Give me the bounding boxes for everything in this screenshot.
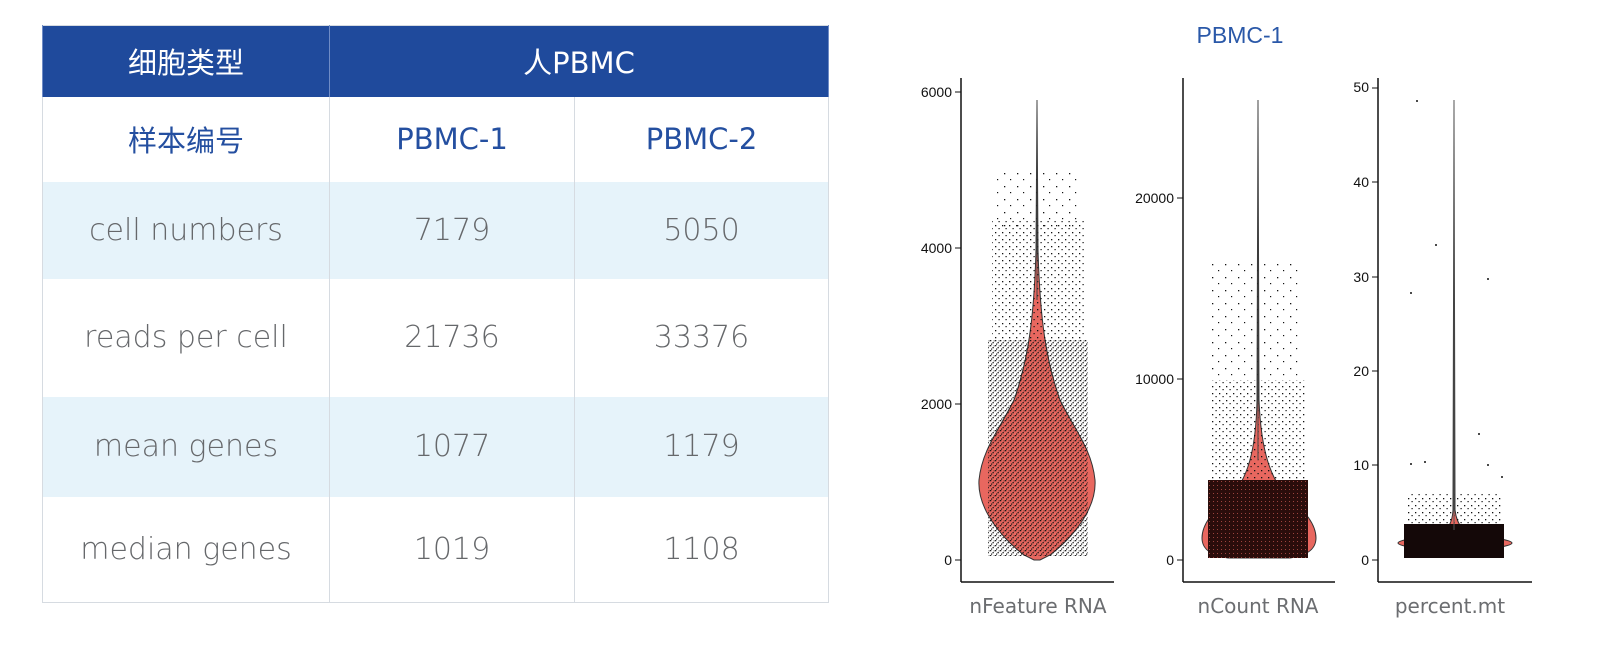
metric-value: 5050 (574, 181, 829, 279)
y-ticks: 0 10000 20000 (1135, 190, 1183, 568)
svg-text:10000: 10000 (1135, 371, 1174, 387)
svg-text:30: 30 (1353, 269, 1369, 285)
panel-ncount: 0 10000 20000 nCount RNA (1135, 78, 1335, 618)
panel-percent-mt: 0 10 20 30 40 50 percent.mt (1353, 78, 1532, 618)
violin-shape (1397, 99, 1513, 551)
table-row: median genes 1019 1108 (42, 496, 829, 603)
y-ticks: 0 10 20 30 40 50 (1353, 79, 1378, 568)
table-row: mean genes 1077 1179 (42, 396, 829, 497)
svg-text:20: 20 (1353, 363, 1369, 379)
svg-text:50: 50 (1353, 79, 1369, 95)
cell-type-value: 人PBMC (329, 25, 829, 97)
svg-text:40: 40 (1353, 174, 1369, 190)
y-ticks: 0 2000 4000 6000 (921, 84, 961, 568)
metric-label: reads per cell (42, 278, 330, 397)
svg-text:2000: 2000 (921, 396, 952, 412)
metric-label: median genes (42, 496, 330, 603)
metric-value: 33376 (574, 278, 829, 397)
metric-label: cell numbers (42, 181, 330, 279)
svg-text:20000: 20000 (1135, 190, 1174, 206)
svg-text:0: 0 (1166, 552, 1174, 568)
metric-value: 1019 (329, 496, 575, 603)
svg-text:6000: 6000 (921, 84, 952, 100)
chart-title: PBMC-1 (1196, 22, 1284, 48)
qc-summary-table: 细胞类型 人PBMC 样本编号 PBMC-1 PBMC-2 cell numbe… (42, 25, 829, 603)
table-row: cell numbers 7179 5050 (42, 181, 829, 279)
panel-nfeature: 0 2000 4000 6000 nFeature RNA (921, 78, 1114, 618)
x-label: nCount RNA (1198, 594, 1319, 618)
metric-value: 1179 (574, 396, 829, 497)
metric-value: 1108 (574, 496, 829, 603)
cell-type-label: 细胞类型 (42, 25, 330, 97)
metric-value: 1077 (329, 396, 575, 497)
sample-id-row: 样本编号 PBMC-1 PBMC-2 (42, 96, 829, 182)
svg-text:0: 0 (944, 552, 952, 568)
sample-id-2: PBMC-2 (574, 96, 829, 182)
metric-label: mean genes (42, 396, 330, 497)
x-label: percent.mt (1395, 594, 1505, 618)
svg-text:10: 10 (1353, 457, 1369, 473)
table-row: reads per cell 21736 33376 (42, 278, 829, 397)
sample-id-label: 样本编号 (42, 96, 330, 182)
svg-text:0: 0 (1361, 552, 1369, 568)
svg-text:4000: 4000 (921, 240, 952, 256)
table-header-row: 细胞类型 人PBMC (42, 25, 829, 97)
metric-value: 21736 (329, 278, 575, 397)
sample-id-1: PBMC-1 (329, 96, 575, 182)
x-label: nFeature RNA (969, 594, 1106, 618)
metric-value: 7179 (329, 181, 575, 279)
